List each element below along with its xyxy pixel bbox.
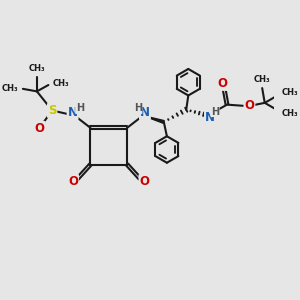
Text: CH₃: CH₃ [254,75,271,84]
Text: O: O [218,77,228,90]
Text: H: H [76,103,84,113]
Text: CH₃: CH₃ [53,79,69,88]
Text: N: N [68,106,78,119]
Text: CH₃: CH₃ [282,88,299,97]
Text: O: O [68,175,78,188]
Text: N: N [205,111,215,124]
Text: CH₃: CH₃ [28,64,45,73]
Text: CH₃: CH₃ [282,109,299,118]
Text: S: S [48,104,56,117]
Text: H: H [134,103,142,113]
Text: O: O [140,175,149,188]
Text: H: H [211,106,219,116]
Text: O: O [244,99,254,112]
Text: O: O [34,122,44,135]
Text: N: N [140,106,150,119]
Polygon shape [143,116,164,123]
Text: CH₃: CH₃ [2,84,19,93]
